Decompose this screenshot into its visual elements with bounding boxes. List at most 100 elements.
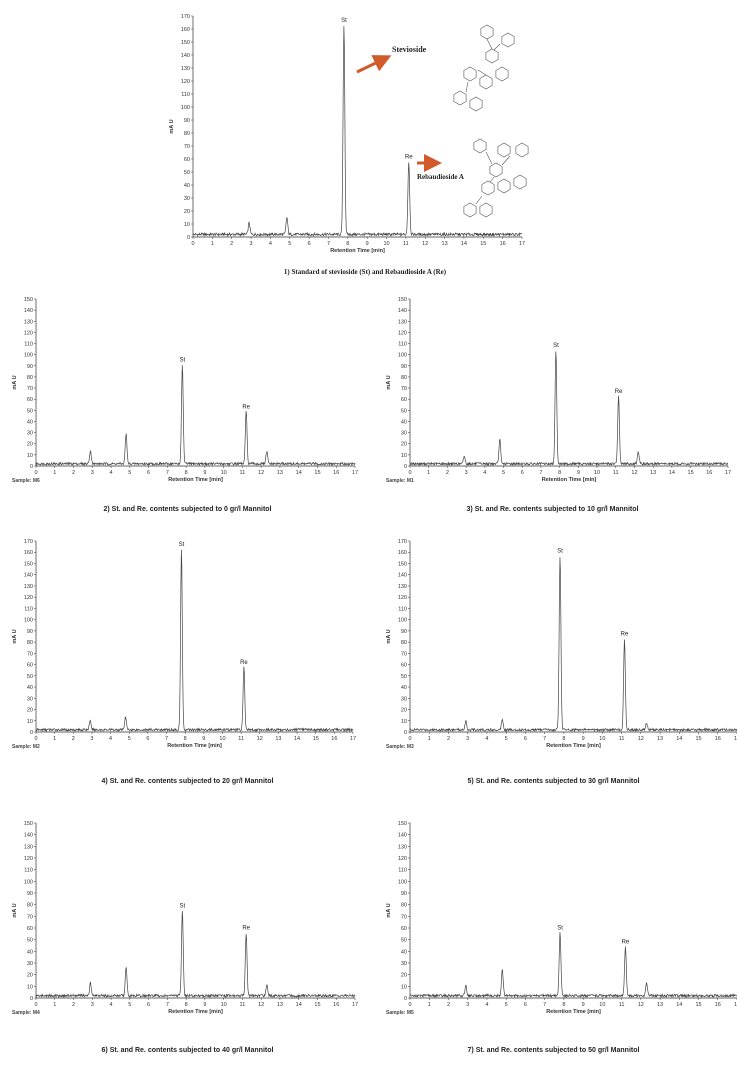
compound-label-stevioside: Stevioside [392, 45, 427, 54]
x-tick-label: 3 [91, 470, 94, 476]
x-tick-label: 10 [219, 736, 225, 742]
peak-label: St [553, 343, 559, 349]
x-tick-label: 12 [638, 736, 644, 742]
x-tick-label: 11 [240, 1002, 246, 1008]
x-tick-label: 14 [294, 736, 300, 742]
y-axis-label: mA U [12, 629, 18, 643]
panel-caption: 1) Standard of stevioside (St) and Rebau… [283, 268, 447, 276]
x-tick-label: 7 [543, 736, 546, 742]
peak-label: St [180, 358, 186, 364]
chromatogram-trace [409, 351, 729, 467]
x-tick-label: 3 [466, 736, 469, 742]
y-tick-label: 30 [27, 696, 33, 702]
y-tick-label: 120 [24, 595, 33, 601]
y-tick-label: 100 [181, 105, 190, 111]
y-tick-label: 10 [401, 719, 407, 725]
x-tick-label: 1 [427, 470, 430, 476]
y-tick-label: 70 [401, 386, 407, 392]
x-tick-label: 7 [165, 736, 168, 742]
y-axis-label: mA U [386, 629, 392, 643]
y-tick-label: 100 [398, 879, 407, 885]
peak-label: Re [242, 926, 250, 932]
y-tick-label: 70 [27, 386, 33, 392]
x-tick-label: 6 [147, 470, 150, 476]
x-tick-label: 2 [446, 470, 449, 476]
x-tick-label: 0 [408, 470, 411, 476]
y-tick-label: 40 [27, 419, 33, 425]
y-tick-label: 100 [24, 353, 33, 359]
y-tick-label: 80 [401, 375, 407, 381]
x-tick-label: 3 [250, 241, 253, 247]
y-axis-label: mA U [12, 375, 18, 389]
y-tick-label: 90 [27, 629, 33, 635]
y-tick-label: 170 [181, 14, 190, 20]
x-tick-label: 5 [128, 1002, 131, 1008]
x-tick-label: 7 [327, 241, 330, 247]
y-tick-label: 100 [398, 618, 407, 624]
y-tick-label: 100 [24, 879, 33, 885]
x-tick-label: 4 [109, 736, 112, 742]
x-tick-label: 4 [110, 470, 113, 476]
x-tick-label: 15 [695, 736, 701, 742]
x-tick-label: 9 [203, 1002, 206, 1008]
x-tick-label: 11 [619, 1002, 625, 1008]
x-tick-label: 0 [34, 1002, 37, 1008]
x-tick-label: 16 [333, 470, 339, 476]
y-tick-label: 40 [401, 419, 407, 425]
x-tick-label: 4 [485, 736, 488, 742]
y-tick-label: 140 [398, 573, 407, 579]
y-tick-label: 110 [181, 92, 190, 98]
x-tick-label: 12 [258, 470, 264, 476]
y-axis-label: mA U [169, 119, 175, 133]
y-tick-label: 140 [398, 308, 407, 314]
x-tick-label: 17 [734, 736, 737, 742]
x-tick-label: 3 [90, 736, 93, 742]
y-tick-label: 170 [24, 539, 33, 545]
y-tick-label: 150 [24, 821, 33, 827]
y-tick-label: 20 [401, 442, 407, 448]
x-tick-label: 16 [715, 736, 721, 742]
y-tick-label: 20 [401, 973, 407, 979]
x-tick-label: 2 [72, 736, 75, 742]
y-tick-label: 30 [184, 196, 190, 202]
x-tick-label: 9 [577, 470, 580, 476]
peak-label: Re [405, 155, 413, 161]
y-tick-label: 140 [24, 833, 33, 839]
y-tick-label: 60 [27, 397, 33, 403]
y-tick-label: 80 [401, 903, 407, 909]
y-tick-label: 0 [404, 730, 407, 736]
x-tick-label: 8 [562, 736, 565, 742]
x-tick-label: 14 [676, 736, 682, 742]
x-tick-label: 1 [53, 736, 56, 742]
x-tick-label: 9 [582, 736, 585, 742]
x-tick-label: 8 [346, 241, 349, 247]
chromatogram-trace [35, 910, 356, 999]
x-tick-label: 1 [428, 736, 431, 742]
y-tick-label: 60 [401, 397, 407, 403]
y-tick-label: 60 [401, 663, 407, 669]
y-tick-label: 170 [398, 539, 407, 545]
y-tick-label: 10 [401, 453, 407, 459]
y-tick-label: 40 [401, 949, 407, 955]
y-tick-label: 10 [184, 222, 190, 228]
y-tick-label: 50 [401, 408, 407, 414]
y-tick-label: 150 [398, 297, 407, 303]
x-tick-label: 15 [688, 470, 694, 476]
x-tick-label: 12 [258, 1002, 264, 1008]
x-axis-label: Retention Time [min] [542, 477, 597, 483]
peak-label: St [557, 926, 563, 932]
x-tick-label: 8 [185, 1002, 188, 1008]
peak-label: St [557, 549, 563, 555]
x-tick-label: 8 [184, 736, 187, 742]
y-tick-label: 10 [401, 984, 407, 990]
x-tick-label: 0 [34, 470, 37, 476]
x-tick-label: 5 [288, 241, 291, 247]
x-tick-label: 3 [465, 470, 468, 476]
x-tick-label: 6 [521, 470, 524, 476]
y-tick-label: 120 [181, 79, 190, 85]
x-tick-label: 6 [524, 736, 527, 742]
y-tick-label: 90 [401, 891, 407, 897]
y-tick-label: 130 [24, 844, 33, 850]
